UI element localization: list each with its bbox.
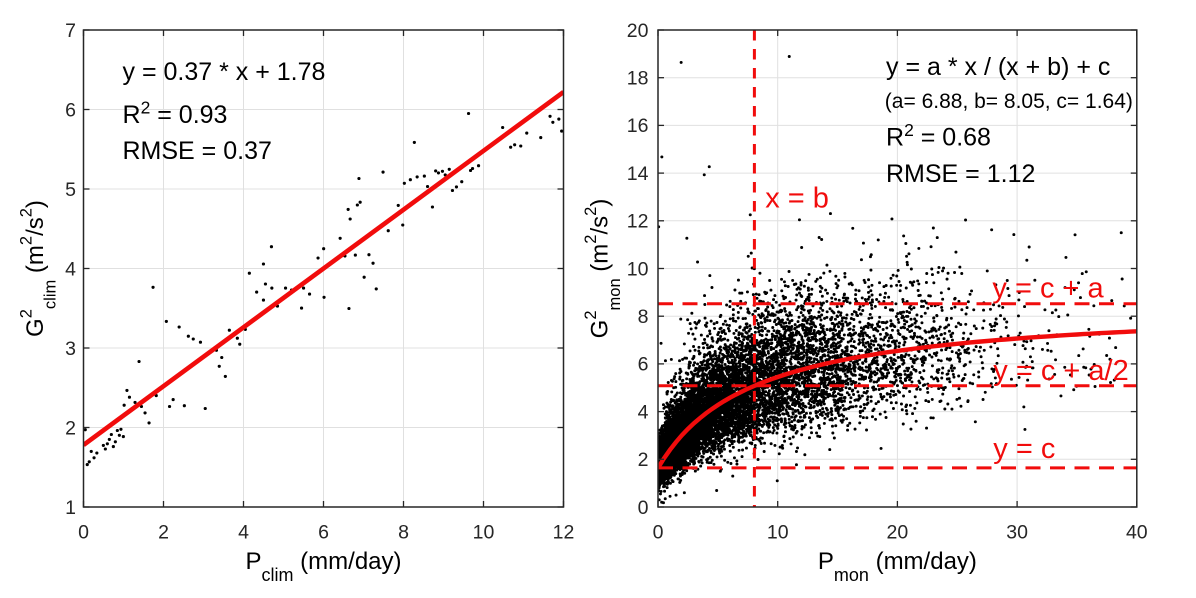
- svg-text:8: 8: [398, 522, 409, 544]
- svg-text:10: 10: [767, 522, 789, 544]
- svg-text:y = a * x / (x + b) + c: y = a * x / (x + b) + c: [886, 53, 1110, 81]
- svg-text:5: 5: [65, 179, 76, 201]
- svg-text:Pclim (mm/day): Pclim (mm/day): [245, 548, 401, 585]
- svg-text:y = c + a: y = c + a: [992, 272, 1104, 304]
- svg-text:R2 = 0.93: R2 = 0.93: [123, 98, 228, 130]
- svg-text:6: 6: [318, 522, 329, 544]
- svg-text:6: 6: [65, 99, 76, 121]
- svg-text:7: 7: [65, 20, 76, 42]
- svg-text:0: 0: [638, 497, 649, 519]
- svg-text:4: 4: [638, 401, 649, 423]
- svg-text:4: 4: [238, 522, 249, 544]
- svg-text:6: 6: [638, 354, 649, 376]
- svg-text:R2 = 0.68: R2 = 0.68: [886, 120, 991, 152]
- svg-text:x = b: x = b: [765, 183, 829, 215]
- svg-text:14: 14: [627, 163, 649, 185]
- svg-text:40: 40: [1126, 522, 1148, 544]
- svg-text:16: 16: [627, 115, 649, 137]
- svg-text:12: 12: [553, 522, 575, 544]
- svg-text:8: 8: [638, 306, 649, 328]
- svg-text:20: 20: [627, 20, 649, 42]
- svg-text:(a= 6.88, b= 8.05, c= 1.64): (a= 6.88, b= 8.05, c= 1.64): [885, 90, 1133, 113]
- svg-text:30: 30: [1006, 522, 1028, 544]
- svg-text:RMSE = 1.12: RMSE = 1.12: [886, 160, 1035, 188]
- svg-text:0: 0: [653, 522, 664, 544]
- svg-text:2: 2: [158, 522, 169, 544]
- svg-text:18: 18: [627, 68, 649, 90]
- svg-text:10: 10: [627, 258, 649, 280]
- svg-text:20: 20: [887, 522, 909, 544]
- svg-text:1: 1: [65, 497, 76, 519]
- svg-text:10: 10: [473, 522, 495, 544]
- svg-text:2: 2: [638, 449, 649, 471]
- svg-text:RMSE = 0.37: RMSE = 0.37: [123, 137, 272, 165]
- svg-text:y = c: y = c: [993, 433, 1055, 465]
- svg-text:4: 4: [65, 258, 76, 280]
- svg-text:2: 2: [65, 417, 76, 439]
- svg-text:12: 12: [627, 211, 649, 233]
- svg-text:y = c + a/2: y = c + a/2: [993, 355, 1128, 387]
- svg-text:y = 0.37 * x + 1.78: y = 0.37 * x + 1.78: [123, 58, 326, 86]
- svg-text:3: 3: [65, 338, 76, 360]
- svg-text:0: 0: [78, 522, 89, 544]
